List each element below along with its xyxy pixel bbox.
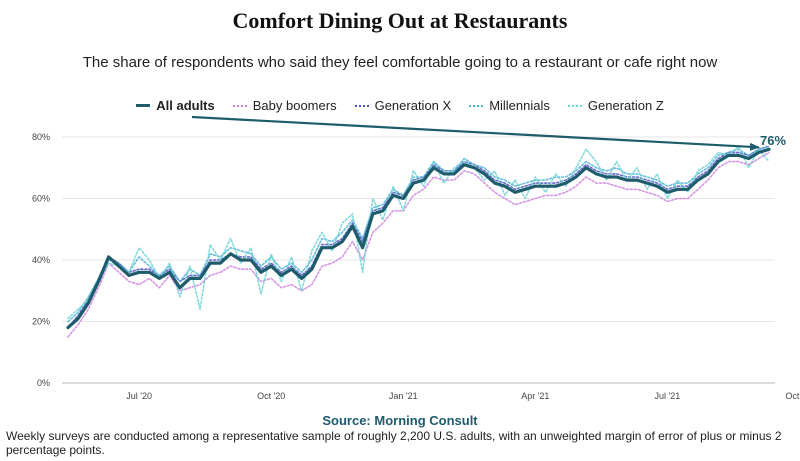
series-line-millennials	[67, 145, 770, 323]
legend-item: All adults	[136, 98, 215, 113]
x-tick-label: Jul '20	[126, 391, 152, 401]
x-tick-label: Jan '21	[389, 391, 418, 401]
y-tick-label: 40%	[32, 255, 50, 265]
chart-title: Comfort Dining Out at Restaurants	[232, 8, 568, 33]
legend-label: Generation X	[374, 98, 452, 113]
source-note: Source: Morning Consult	[322, 413, 478, 428]
legend-label: Generation Z	[587, 98, 664, 113]
legend-label: Millennials	[489, 98, 550, 113]
y-tick-label: 80%	[32, 132, 50, 142]
legend-item: Millennials	[469, 98, 550, 113]
y-tick-label: 60%	[32, 194, 50, 204]
series-lines	[66, 145, 771, 338]
legend-label: All adults	[156, 98, 215, 113]
annotation-label: 76%	[760, 133, 786, 148]
legend-item: Generation X	[354, 98, 452, 113]
y-tick-label: 20%	[32, 317, 50, 327]
annotation-arrow	[191, 115, 760, 151]
x-tick-label: Jul '21	[655, 391, 681, 401]
legend-swatch	[136, 104, 151, 107]
x-tick-label: Oct '21	[785, 391, 800, 401]
series-line-baby-boomers	[67, 151, 770, 338]
chart-subtitle: The share of respondents who said they f…	[82, 54, 718, 71]
legend-item: Baby boomers	[232, 98, 337, 113]
legend-swatch	[354, 104, 369, 107]
series-line-all-adults	[66, 147, 771, 330]
legend-swatch	[567, 104, 582, 107]
legend-swatch	[469, 104, 484, 107]
axis-labels: 0% 20% 40% 60% 80% Jul '20 Oct '20 Jan '21 Apr '…	[32, 132, 800, 401]
legend-swatch	[232, 104, 247, 107]
x-tick-label: Oct '20	[257, 391, 285, 401]
series-line-generation-x	[67, 145, 770, 329]
legend-item: Generation Z	[567, 98, 664, 113]
legend-label: Baby boomers	[252, 98, 337, 113]
series-line-generation-z	[67, 145, 770, 320]
x-tick-label: Apr '21	[521, 391, 549, 401]
y-tick-label: 0%	[37, 378, 50, 388]
footnote: Weekly surveys are conducted among a rep…	[6, 429, 782, 457]
legend: All adults Baby boomers Generation X Millen…	[0, 98, 800, 113]
gridlines	[62, 136, 775, 384]
annotation: 76%	[191, 115, 786, 151]
